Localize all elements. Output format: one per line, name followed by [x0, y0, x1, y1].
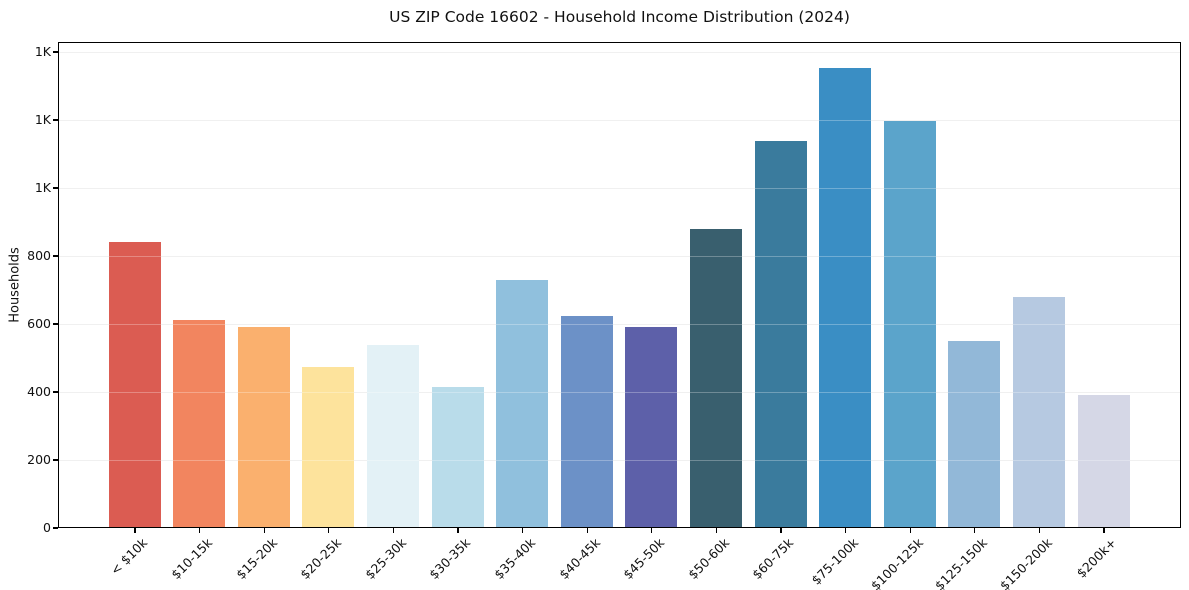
gridline-overlay-1400 — [59, 51, 1180, 53]
gridline-overlay-400 — [59, 391, 1180, 393]
x-tick-mark — [263, 528, 265, 533]
gridline-overlay-1000 — [59, 187, 1180, 189]
bar-$10-15k — [173, 319, 226, 528]
y-tick-label: 1K — [34, 112, 51, 128]
x-tick-mark — [1038, 528, 1041, 533]
x-tick-mark — [392, 528, 395, 533]
bar-$100-125k — [883, 120, 936, 528]
gridline-overlay-800 — [59, 255, 1180, 257]
x-tick-mark — [521, 528, 524, 533]
x-tick-mark — [844, 528, 847, 533]
bar-$125-150k — [948, 340, 1001, 528]
x-tick-label: $40-45k — [555, 535, 603, 583]
x-tick-mark — [651, 528, 653, 533]
bar-$25-30k — [366, 344, 419, 528]
x-tick-mark — [198, 528, 201, 533]
x-tick-label: $35-40k — [491, 535, 539, 583]
gridline-800 — [59, 255, 1180, 257]
bar-$40-45k — [560, 316, 613, 528]
bar-$200k+ — [1077, 394, 1130, 528]
chart-title: US ZIP Code 16602 - Household Income Dis… — [389, 8, 850, 26]
bar-< $10k — [108, 241, 161, 528]
y-tick-mark — [53, 255, 58, 257]
x-tick-mark — [780, 528, 782, 533]
y-tick-label: 200 — [27, 452, 51, 468]
y-tick-mark — [53, 323, 58, 325]
x-tick-label: $20-25k — [297, 535, 345, 583]
y-tick-label: 400 — [27, 384, 51, 400]
bar-$15-20k — [237, 326, 290, 528]
x-tick-label: $45-50k — [620, 535, 668, 583]
x-tick-mark — [1103, 528, 1105, 533]
x-tick-label: $125-150k — [932, 535, 991, 590]
x-tick-label: $50-60k — [684, 535, 733, 583]
x-tick-label: < $10k — [107, 535, 151, 578]
gridline-400 — [59, 391, 1180, 393]
bar-$60-75k — [754, 141, 807, 528]
x-tick-label: $100-125k — [867, 535, 926, 590]
plot-area — [58, 42, 1181, 528]
y-tick-label: 600 — [27, 316, 51, 332]
x-tick-label: $200k+ — [1073, 535, 1120, 581]
x-tick-label: $15-20k — [232, 535, 280, 583]
x-tick-mark — [974, 528, 976, 533]
x-tick-label: $25-30k — [361, 535, 410, 583]
y-tick-mark — [53, 527, 58, 529]
gridline-overlay-1200 — [59, 119, 1180, 121]
gridline-overlay-200 — [59, 459, 1180, 461]
y-tick-mark — [53, 187, 58, 189]
x-tick-label: $75-100k — [808, 535, 862, 588]
gridline-1400 — [59, 51, 1180, 53]
bar-$150-200k — [1012, 296, 1065, 528]
x-tick-mark — [586, 528, 588, 533]
x-tick-mark — [328, 528, 330, 533]
bar-$35-40k — [496, 280, 549, 528]
bar-$20-25k — [302, 367, 355, 528]
y-tick-mark — [53, 459, 58, 461]
gridline-200 — [59, 459, 1180, 461]
y-tick-mark — [53, 391, 58, 393]
x-tick-label: $60-75k — [749, 535, 797, 583]
x-tick-mark — [715, 528, 718, 533]
y-tick-label: 0 — [43, 520, 51, 535]
x-tick-mark — [134, 528, 136, 533]
gridline-overlay-600 — [59, 323, 1180, 325]
y-tick-label: 1K — [34, 44, 51, 60]
bar-$75-100k — [819, 67, 872, 528]
gridline-600 — [59, 323, 1180, 325]
x-tick-label: $10-15k — [168, 535, 216, 583]
bar-$30-35k — [431, 387, 484, 528]
y-tick-mark — [53, 51, 58, 53]
y-tick-label: 800 — [27, 248, 51, 264]
y-tick-mark — [53, 119, 58, 121]
x-tick-label: $150-200k — [996, 535, 1056, 590]
bar-$50-60k — [689, 229, 742, 528]
y-tick-label: 1K — [34, 180, 51, 196]
x-tick-mark — [909, 528, 911, 533]
x-tick-mark — [457, 528, 459, 533]
x-tick-label: $30-35k — [426, 535, 474, 583]
gridline-1200 — [59, 119, 1180, 121]
bar-$45-50k — [625, 326, 678, 528]
gridline-1000 — [59, 187, 1180, 189]
